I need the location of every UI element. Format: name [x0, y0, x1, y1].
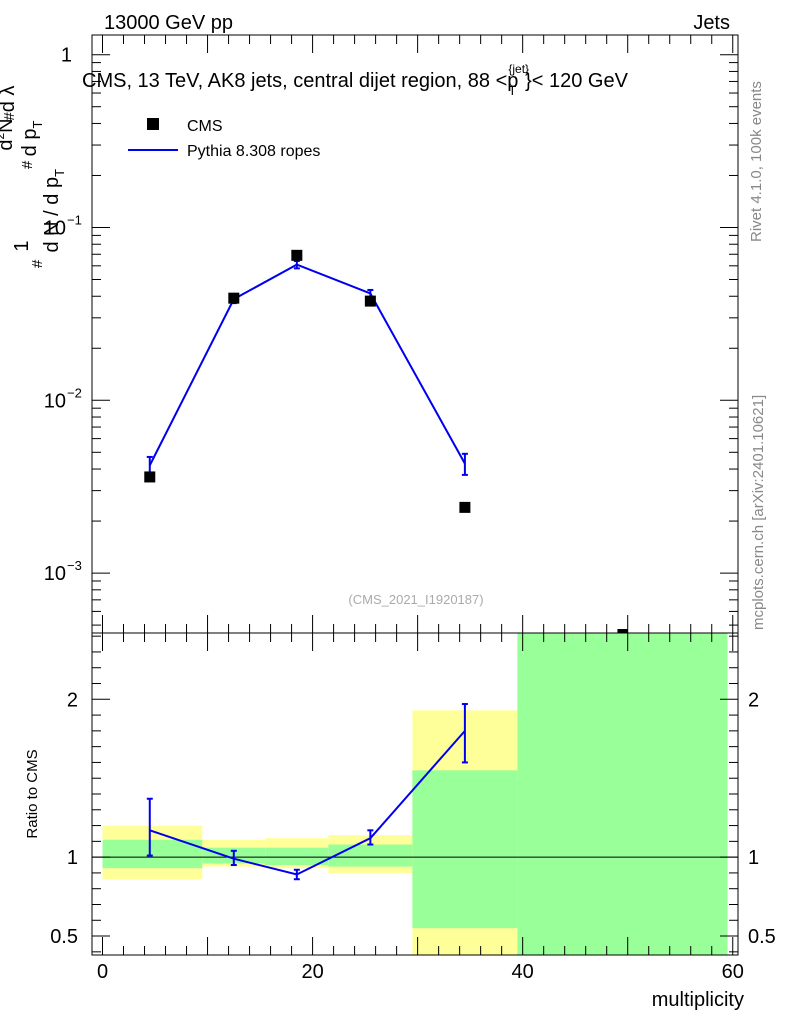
mcplots-reference-label: mcplots.cern.ch [arXiv:2401.10621]: [750, 395, 767, 630]
main-y-axis-label: #1d N / d pT#d2Nd pT#d λ: [0, 86, 67, 268]
mc-series: [146, 259, 468, 478]
main-panel: 110−110−210−3 CMS, 13 TeV, AK8 jets, cen…: [0, 34, 739, 634]
y-tick-label: 10: [44, 217, 66, 239]
x-tick-label: 60: [722, 961, 744, 983]
y-tick-label: 10: [44, 563, 66, 585]
data-point: [364, 295, 376, 307]
ylabel-piece: d p: [19, 129, 41, 157]
y-tick-exponent: −3: [67, 558, 82, 573]
ratio-y-tick-label-right: 0.5: [748, 926, 776, 948]
ylabel-piece: d: [0, 140, 17, 151]
ylabel-piece: #: [1, 112, 18, 121]
ratio-y-tick-label-right: 1: [748, 847, 759, 869]
y-tick-exponent: −2: [67, 385, 82, 400]
ylabel-piece: 1: [11, 241, 33, 252]
y-tick-label: 10: [44, 390, 66, 412]
ratio-y-tick-label: 1: [67, 847, 78, 869]
legend: CMS Pythia 8.308 ropes: [128, 118, 320, 160]
data-point: [617, 629, 628, 633]
ylabel-piece: #: [29, 259, 46, 268]
ratio-panel: 0.5 0.51 12 20 20 40 60 Ratio to CMS multiplic…: [24, 632, 776, 1011]
ylabel-piece: d N / d p: [41, 177, 63, 253]
green-band: [265, 847, 329, 866]
ylabel-piece: 2: [0, 133, 7, 140]
ylabel-piece: d λ: [0, 86, 19, 113]
data-point: [459, 501, 471, 513]
main-axis-ticks: 110−110−210−3: [44, 35, 738, 633]
ylabel-piece: T: [52, 169, 67, 177]
x-axis-label: multiplicity: [652, 989, 744, 1011]
rivet-version-label: Rivet 4.1.0, 100k events: [748, 81, 765, 242]
ratio-y-tick-label-right: 2: [748, 689, 759, 711]
data-point: [144, 471, 156, 483]
ratio-uncertainty-bands: [102, 633, 728, 955]
legend-mc-label: Pythia 8.308 ropes: [187, 143, 320, 160]
data-point: [228, 292, 240, 304]
category-header: Jets: [693, 12, 730, 34]
y-tick-label: 1: [61, 45, 72, 67]
x-tick-label: 40: [512, 961, 534, 983]
legend-data-label: CMS: [187, 118, 223, 135]
ratio-y-tick-label: 0.5: [50, 926, 78, 948]
mc-line: [148, 263, 466, 466]
green-band: [328, 844, 413, 867]
x-tick-label: 0: [97, 961, 108, 983]
data-point: [291, 249, 303, 261]
ratio-axis-ticks: 0.5 0.51 12 20 20 40 60: [50, 633, 776, 983]
energy-header: 13000 GeV pp: [104, 12, 233, 34]
svg-text:#1d N / d pT#d2Nd pT#d λ: #1d N / d pT#d2Nd pT#d λ: [0, 86, 67, 268]
ratio-mc-series: [146, 703, 468, 881]
x-tick-label: 20: [301, 961, 323, 983]
green-band: [102, 839, 203, 869]
y-tick-exponent: −1: [67, 212, 82, 227]
plot-title: CMS, 13 TeV, AK8 jets, central dijet reg…: [82, 62, 629, 98]
green-band: [517, 633, 728, 955]
ratio-y-axis-label: Ratio to CMS: [24, 749, 41, 838]
ylabel-piece: #: [19, 160, 36, 169]
ylabel-piece: T: [30, 121, 45, 129]
analysis-watermark: (CMS_2021_I1920187): [348, 592, 483, 607]
legend-data-marker: [147, 118, 159, 130]
green-band: [412, 770, 518, 929]
data-series: [144, 249, 628, 633]
ratio-y-tick-label: 2: [67, 689, 78, 711]
ylabel-piece: N: [0, 118, 17, 132]
